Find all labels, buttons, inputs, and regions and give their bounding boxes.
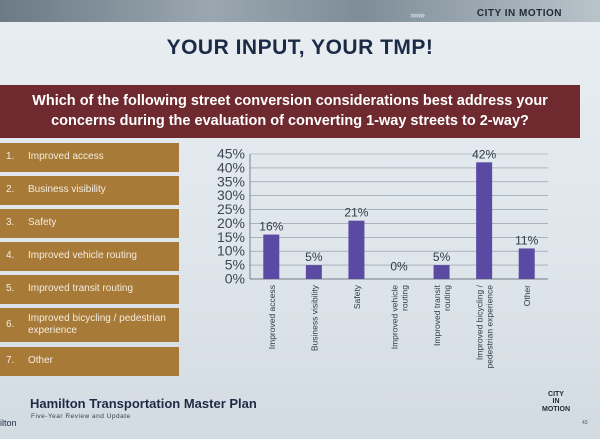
data-label: 5%: [433, 250, 451, 264]
x-tick-label: Business visibility: [309, 284, 319, 351]
x-tick-label-group: Business visibility: [309, 284, 319, 351]
bar: [476, 162, 493, 279]
option-2: 2. Business visibility: [0, 176, 179, 205]
y-tick-label: 20%: [217, 215, 245, 231]
option-label: Improved vehicle routing: [28, 250, 137, 262]
x-tick-label: Improved access: [267, 285, 277, 349]
option-number: 5.: [6, 283, 15, 295]
option-label: Improved access: [28, 151, 104, 163]
option-7: 7. Other: [0, 347, 179, 376]
option-number: 7.: [6, 355, 15, 367]
option-1: 1. Improved access: [0, 143, 179, 172]
x-tick-label: Improved vehicle: [390, 285, 400, 350]
x-tick-label: pedestrian experience: [485, 285, 495, 369]
option-5: 5. Improved transit routing: [0, 275, 179, 304]
data-label: 21%: [344, 206, 368, 220]
data-label: 0%: [390, 260, 408, 274]
logo-line: MOTION: [542, 405, 570, 413]
option-number: 4.: [6, 250, 15, 262]
x-tick-label-group: Improved bicycling / pedestrian experienc…: [475, 284, 495, 368]
x-tick-label: routing: [442, 285, 452, 311]
x-tick-label: Improved transit: [432, 284, 442, 346]
data-label: 5%: [305, 250, 323, 264]
top-photo-strip: [0, 0, 600, 22]
data-label: 42%: [472, 147, 496, 161]
bar: [348, 220, 365, 279]
data-label: 11%: [515, 233, 538, 247]
y-tick-label: 10%: [217, 243, 245, 259]
x-tick-label-group: Safety: [352, 284, 362, 309]
city-in-motion-logo: CITY IN MOTION: [533, 391, 579, 413]
question-text: Which of the following street conversion…: [32, 92, 548, 129]
y-tick-label: 5%: [225, 257, 245, 273]
y-tick-label: 15%: [217, 229, 245, 245]
option-number: 6.: [6, 318, 15, 330]
slide-title: YOUR INPUT, YOUR TMP!: [166, 36, 434, 59]
y-tick-label: 25%: [217, 201, 245, 217]
y-tick-label: 35%: [217, 173, 245, 189]
option-3: 3. Safety: [0, 209, 179, 238]
top-brand-label: CITY IN MOTION: [476, 8, 562, 19]
option-6: 6. Improved bicycling / pedestrian exper…: [0, 308, 179, 342]
bar-chart: 0%5%10%15%20%25%30%35%40%45%16%Improved …: [217, 146, 548, 369]
footer-title: Hamilton Transportation Master Plan: [30, 396, 257, 411]
y-tick-label: 0%: [225, 271, 245, 287]
option-number: 2.: [6, 184, 15, 196]
bar: [263, 234, 280, 279]
bar: [305, 265, 322, 279]
footer-left-fragment: ilton: [0, 418, 17, 428]
x-tick-label: Improved bicycling /: [475, 284, 485, 360]
x-tick-label: routing: [400, 285, 410, 311]
chevron-arrows-icon: ›››››››: [410, 10, 425, 20]
x-tick-label-group: Other: [522, 285, 532, 306]
option-label: Other: [28, 355, 54, 367]
logo-line: CITY: [548, 391, 564, 398]
option-label: Safety: [28, 217, 57, 229]
option-label: Business visibility: [28, 184, 106, 196]
logo-line: IN: [552, 398, 560, 406]
x-tick-label: Other: [522, 285, 532, 306]
bar: [433, 265, 450, 279]
x-tick-label: Safety: [352, 284, 362, 309]
option-label: Improved bicycling / pedestrian experien…: [28, 312, 166, 337]
y-tick-label: 40%: [217, 159, 245, 175]
page-number: 43: [582, 420, 588, 426]
question-banner: Which of the following street conversion…: [0, 85, 580, 138]
option-number: 1.: [6, 151, 15, 163]
x-tick-label-group: Improved access: [267, 285, 277, 349]
footer-subtitle: Five-Year Review and Update: [31, 413, 131, 420]
x-tick-label-group: Improved transit routing: [432, 284, 452, 346]
x-tick-label-group: Improved vehicle routing: [390, 285, 410, 350]
option-4: 4. Improved vehicle routing: [0, 242, 179, 271]
option-label: Improved transit routing: [28, 283, 134, 295]
y-tick-label: 45%: [217, 146, 245, 162]
option-number: 3.: [6, 217, 15, 229]
bar: [518, 248, 535, 279]
y-tick-label: 30%: [217, 187, 245, 203]
data-label: 16%: [259, 220, 283, 234]
